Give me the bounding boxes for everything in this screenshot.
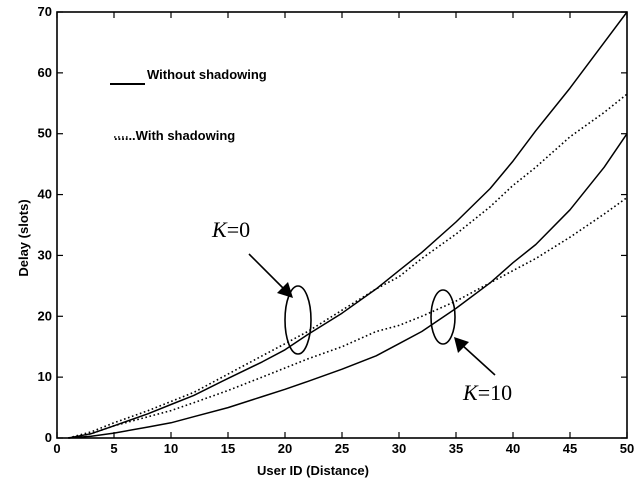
- y-axis-label: Delay (slots): [16, 199, 31, 276]
- series-line-k0-dotted: [68, 93, 628, 439]
- legend-label-without-shadowing: Without shadowing: [147, 67, 267, 82]
- x-tick-labels: 0 5 10 15 20 25 30 35 40 45 50: [53, 441, 634, 456]
- y-tick-label: 20: [38, 308, 52, 323]
- y-tick-label: 50: [38, 126, 52, 141]
- x-tick-label: 40: [506, 441, 520, 456]
- x-tick-label: 10: [164, 441, 178, 456]
- annotation-k10-ellipse: [430, 289, 456, 345]
- series-line-k10-solid: [68, 133, 628, 439]
- y-tick-label: 0: [45, 430, 52, 445]
- x-tick-label: 25: [335, 441, 349, 456]
- annotation-k0-arrow-shaft: [248, 253, 286, 291]
- annotation-k10-arrowhead: [454, 337, 469, 353]
- annotation-k10-arrow-shaft: [461, 344, 496, 376]
- annotation-k0-ellipse: [284, 285, 312, 355]
- x-tick-label: 35: [449, 441, 463, 456]
- annotation-k0: K=0: [211, 217, 312, 355]
- axes-frame: [56, 11, 628, 439]
- x-tick-label: 20: [278, 441, 292, 456]
- annotation-k10-label: K=10: [462, 380, 512, 405]
- legend: Without shadowing ......With shadowing: [110, 67, 267, 143]
- y-tick-label: 70: [38, 4, 52, 19]
- annotation-k10: K=10: [430, 289, 512, 405]
- tick-marks: [56, 11, 628, 439]
- x-tick-label: 0: [53, 441, 60, 456]
- plot-border: [56, 11, 628, 439]
- y-tick-label: 40: [38, 187, 52, 202]
- x-tick-label: 15: [221, 441, 235, 456]
- y-tick-label: 60: [38, 65, 52, 80]
- x-tick-label: 30: [392, 441, 406, 456]
- x-tick-label: 45: [563, 441, 577, 456]
- y-tick-labels: 0 10 20 30 40 50 60 70: [38, 4, 52, 445]
- y-tick-label: 10: [38, 369, 52, 384]
- x-tick-label: 5: [110, 441, 117, 456]
- annotation-k0-label: K=0: [211, 217, 250, 242]
- series-line-k10-dotted: [68, 196, 628, 439]
- y-tick-label: 30: [38, 247, 52, 262]
- series-line-k0-solid: [68, 11, 628, 439]
- series-lines: [68, 11, 628, 439]
- legend-label-with-shadowing: ......With shadowing: [114, 128, 235, 143]
- x-axis-label: User ID (Distance): [257, 463, 369, 478]
- x-tick-label: 50: [620, 441, 634, 456]
